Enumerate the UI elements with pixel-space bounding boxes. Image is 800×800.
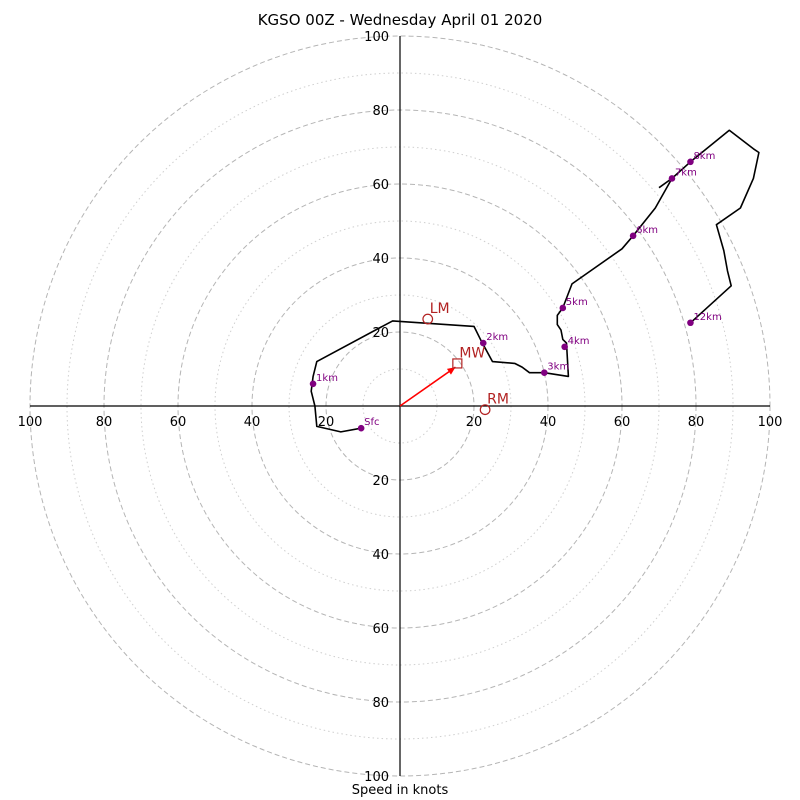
y-tick-label: 20 — [372, 326, 389, 341]
height-marker-label: 4km — [568, 336, 590, 347]
height-markers: Sfc 1km 2km 3km 4km 5km 6km 7km 8km 12km — [309, 151, 722, 432]
y-tick-label: 60 — [372, 622, 389, 637]
height-marker-point — [561, 343, 568, 351]
height-marker-point — [629, 232, 637, 240]
height-marker-point — [479, 339, 487, 347]
y-tick-label: 80 — [372, 696, 389, 711]
storm-motion: LM RM MW — [399, 301, 509, 416]
height-marker-label: 12km — [693, 312, 721, 323]
height-marker-point — [541, 369, 548, 377]
height-marker-label: Sfc — [364, 417, 379, 428]
x-tick-label: 20 — [466, 415, 483, 430]
height-marker-point — [559, 304, 567, 312]
height-marker-label: 7km — [675, 167, 697, 178]
height-marker-point — [357, 424, 365, 432]
height-marker-point — [687, 158, 694, 166]
height-marker-point — [309, 380, 317, 388]
x-tick-label: 80 — [96, 415, 113, 430]
x-axis-label: Speed in knots — [351, 783, 449, 798]
mean-wind-vector — [399, 366, 456, 407]
y-tick-label: 40 — [372, 252, 389, 267]
height-marker-point — [687, 319, 694, 327]
storm-motion-marker — [479, 404, 491, 416]
chart-title: KGSO 00Z - Wednesday April 01 2020 — [257, 11, 543, 29]
x-tick-label: 40 — [540, 415, 557, 430]
hodograph-line — [310, 129, 760, 433]
height-marker-label: 6km — [636, 225, 658, 236]
height-marker-point — [668, 175, 676, 182]
y-tick-label: 60 — [372, 178, 389, 193]
tick-labels: 100 80 60 40 20 20 40 60 80 100 100 80 60 40 20 20 40 60 8… — [18, 30, 783, 785]
height-marker-label: 5km — [566, 297, 588, 308]
storm-motion-marker — [452, 358, 463, 369]
y-tick-label: 100 — [364, 770, 389, 785]
x-tick-label: 100 — [758, 415, 783, 430]
y-tick-label: 20 — [372, 474, 389, 489]
storm-motion-marker — [422, 313, 434, 325]
y-tick-label: 80 — [372, 104, 389, 119]
height-marker-label: 8km — [693, 151, 715, 162]
x-tick-label: 80 — [688, 415, 705, 430]
mean-wind-arrowhead — [446, 367, 456, 375]
storm-motion-label: MW — [459, 345, 485, 361]
storm-motion-label: RM — [487, 392, 509, 408]
height-marker-label: 2km — [486, 332, 508, 343]
height-marker-label: 1km — [316, 373, 338, 384]
x-tick-label: 100 — [18, 415, 43, 430]
x-tick-label: 60 — [614, 415, 631, 430]
y-tick-label: 100 — [364, 30, 389, 45]
x-tick-label: 60 — [170, 415, 187, 430]
height-marker-label: 3km — [547, 362, 569, 373]
y-tick-label: 40 — [372, 548, 389, 563]
x-tick-label: 40 — [244, 415, 261, 430]
storm-motion-label: LM — [430, 301, 450, 317]
x-tick-label: 20 — [318, 415, 335, 430]
